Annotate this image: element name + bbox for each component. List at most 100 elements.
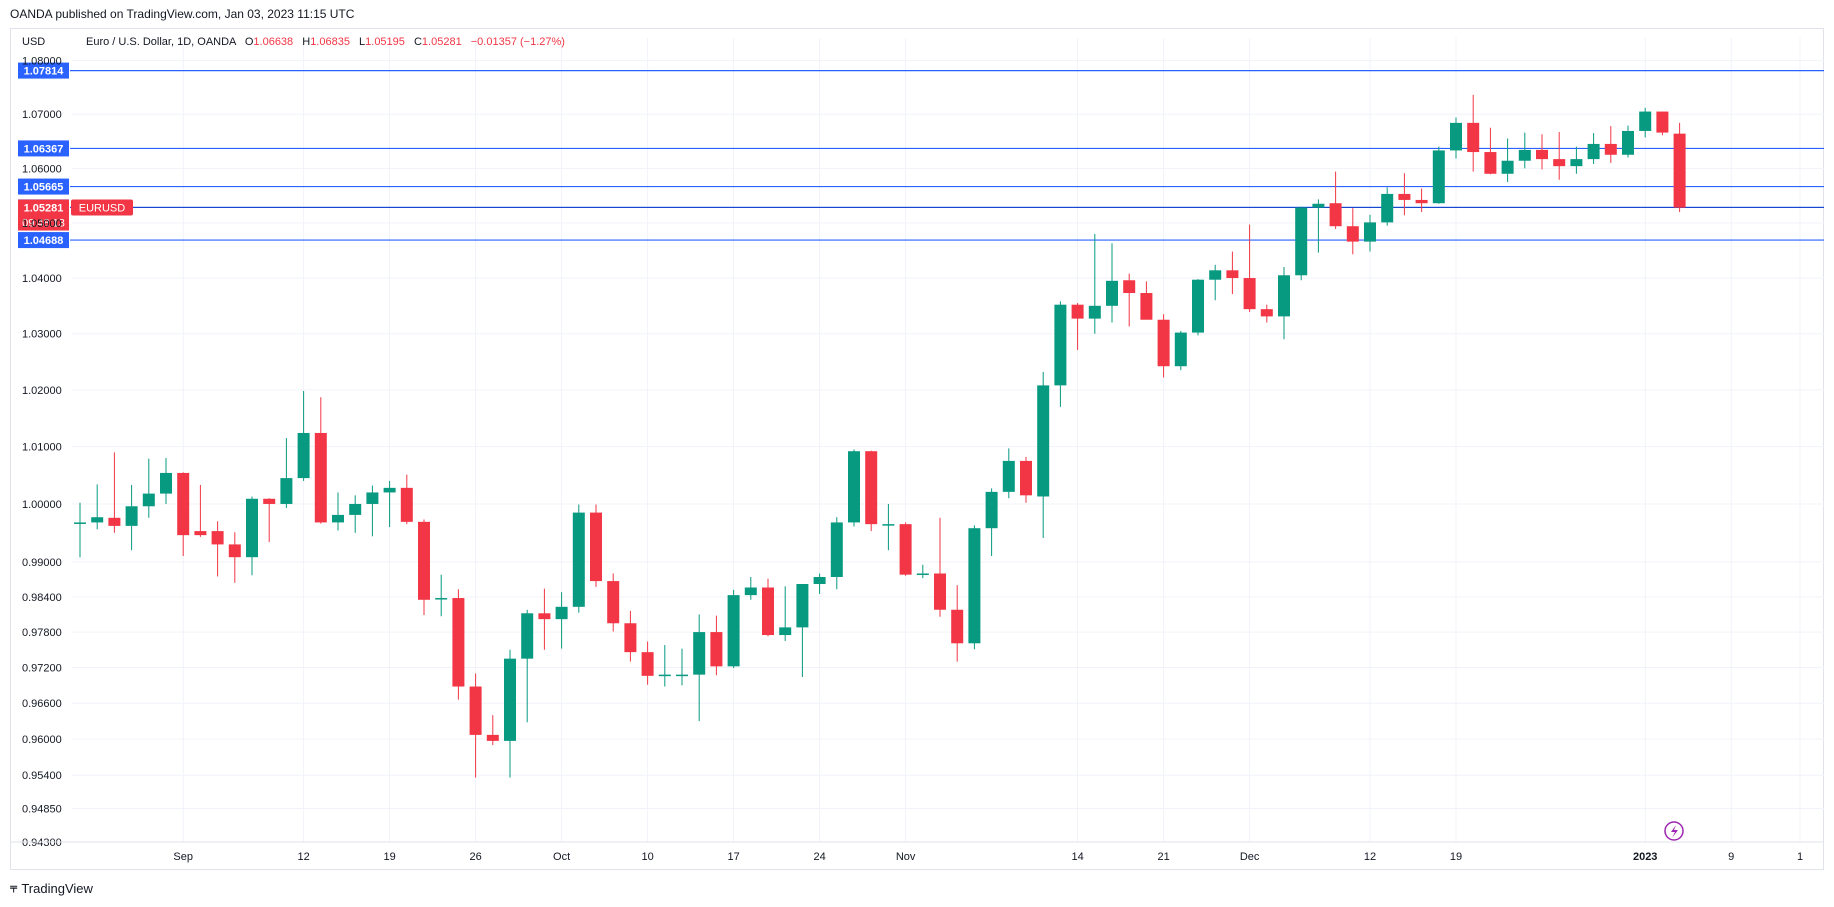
candle-body bbox=[590, 512, 602, 582]
candle-body bbox=[1432, 150, 1445, 204]
footer-brand[interactable]: ⫧ TradingView bbox=[10, 880, 93, 896]
candle-up bbox=[830, 517, 843, 590]
y-tick-label: 0.98400 bbox=[22, 592, 62, 604]
candle-up bbox=[521, 609, 534, 723]
candle-body bbox=[349, 503, 362, 515]
x-tick-label: 2023 bbox=[1633, 851, 1657, 863]
candle-down bbox=[1467, 94, 1480, 172]
candle-down bbox=[108, 452, 121, 533]
candle-body bbox=[1346, 226, 1359, 242]
candle-up bbox=[332, 492, 344, 531]
candle-body bbox=[572, 512, 585, 607]
candle-up bbox=[1587, 133, 1600, 164]
candle-down bbox=[452, 589, 465, 700]
candle-up bbox=[1381, 187, 1394, 226]
candle-down bbox=[951, 585, 964, 662]
candle-body bbox=[400, 487, 413, 522]
candle-body bbox=[1398, 193, 1411, 200]
candle-down bbox=[1329, 171, 1342, 229]
x-tick-label: Dec bbox=[1240, 851, 1260, 863]
candle-down bbox=[469, 673, 482, 778]
lightning-icon[interactable] bbox=[1664, 821, 1684, 841]
candle-up bbox=[1037, 371, 1050, 539]
candle-body bbox=[1536, 149, 1548, 160]
candle-up bbox=[1278, 266, 1290, 340]
candle-down bbox=[762, 578, 774, 637]
candle-body bbox=[555, 606, 568, 620]
candle-up bbox=[744, 576, 757, 600]
y-tick-label: 1.07000 bbox=[22, 109, 62, 121]
candle-down bbox=[1260, 304, 1273, 323]
candle-body bbox=[1226, 270, 1239, 279]
candle-up bbox=[693, 614, 706, 722]
y-tick-label: 1.06000 bbox=[22, 163, 62, 175]
candle-down bbox=[1020, 456, 1032, 503]
y-tick-label: 0.97800 bbox=[22, 627, 62, 639]
x-tick-label: 9 bbox=[1728, 851, 1734, 863]
candle-up bbox=[1106, 243, 1118, 323]
candle-body bbox=[108, 517, 121, 526]
level-label-text: 1.05665 bbox=[24, 182, 64, 194]
candle-body bbox=[228, 544, 241, 558]
candle-down bbox=[1415, 188, 1428, 212]
candle-up bbox=[91, 484, 104, 530]
candle-body bbox=[899, 524, 912, 575]
candle-up bbox=[555, 592, 568, 649]
ohlc-low-label: L bbox=[359, 36, 365, 48]
y-tick-label: 0.96000 bbox=[22, 734, 62, 746]
candle-body bbox=[1278, 275, 1290, 317]
candle-body bbox=[762, 587, 774, 636]
y-tick-label: 1.02000 bbox=[22, 385, 62, 397]
candle-up bbox=[280, 438, 293, 508]
candle-body bbox=[813, 576, 826, 584]
ohlc-open-value: 1.06638 bbox=[253, 36, 293, 48]
level-label-bg bbox=[18, 140, 69, 157]
candle-body bbox=[435, 598, 448, 600]
candle-body bbox=[1673, 133, 1686, 208]
chart-frame[interactable] bbox=[10, 28, 1824, 870]
candle-body bbox=[1381, 193, 1394, 223]
candle-body bbox=[1467, 122, 1480, 153]
level-label: 1.04688 bbox=[18, 232, 69, 249]
candle-body bbox=[1020, 460, 1032, 496]
candle-down bbox=[1071, 303, 1084, 350]
candle-up bbox=[727, 589, 740, 669]
candle-body bbox=[314, 432, 327, 523]
candle-body bbox=[1656, 111, 1669, 133]
candle-up bbox=[1570, 146, 1583, 174]
x-tick-label: 14 bbox=[1071, 851, 1083, 863]
candle-up bbox=[1639, 107, 1652, 138]
candle-up bbox=[74, 502, 86, 558]
candle-up bbox=[1054, 301, 1067, 407]
x-tick-label: 10 bbox=[641, 851, 653, 863]
candle-body bbox=[848, 451, 860, 523]
candle-up bbox=[125, 484, 138, 551]
x-tick-label: 26 bbox=[469, 851, 481, 863]
price-axis[interactable]: 1.08000 1.07000 1.06000 1.05000 1.04000 1.030… bbox=[22, 56, 62, 849]
candle-body bbox=[504, 658, 516, 741]
candle-body bbox=[211, 531, 224, 545]
candle-body bbox=[125, 506, 138, 526]
candle-body bbox=[934, 573, 946, 610]
candle-up bbox=[297, 391, 310, 481]
x-tick-label: 19 bbox=[383, 851, 395, 863]
level-label-bg bbox=[18, 232, 69, 249]
candle-up bbox=[1518, 132, 1531, 169]
candle-down bbox=[314, 397, 327, 524]
candle-body bbox=[779, 627, 792, 636]
y-tick-label: 1.04000 bbox=[22, 273, 62, 285]
time-axis[interactable]: Sep 12 19 26 Oct 10 17 24 Nov 14 21 Dec 12 19 2023 9 1 bbox=[10, 841, 1824, 863]
candle-body bbox=[1106, 280, 1118, 306]
x-tick-label: 24 bbox=[813, 851, 825, 863]
ohlc-open-label: O bbox=[245, 36, 254, 48]
candle-up bbox=[1192, 279, 1204, 336]
candle-body bbox=[1329, 203, 1342, 227]
level-label-bg bbox=[18, 62, 69, 79]
price-chart[interactable]: 1.078141.063671.056651.052841.046881.052… bbox=[0, 0, 1834, 880]
candle-body bbox=[1260, 309, 1273, 317]
candle-body bbox=[1071, 304, 1084, 319]
candle-down bbox=[1553, 132, 1566, 180]
candle-up bbox=[383, 480, 396, 528]
y-tick-label: 0.94300 bbox=[22, 837, 62, 849]
y-tick-label: 1.00000 bbox=[22, 499, 62, 511]
